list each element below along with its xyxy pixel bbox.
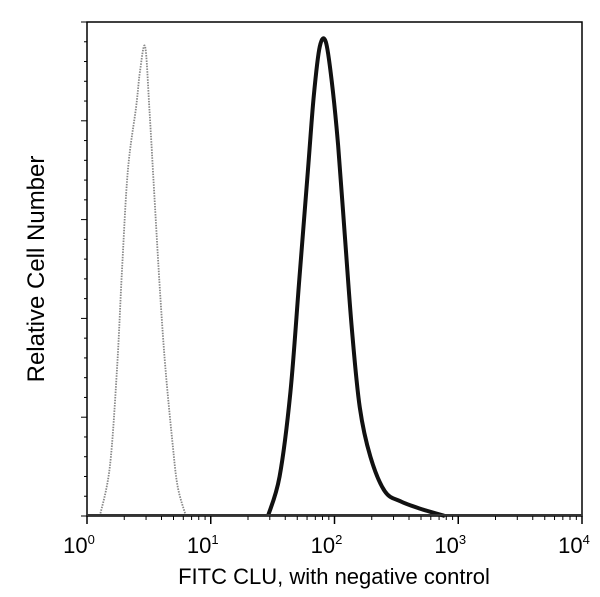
histogram-series-2 — [266, 36, 446, 518]
y-ticks — [81, 21, 87, 517]
x-axis-title: FITC CLU, with negative control — [178, 564, 490, 589]
series-group — [87, 36, 582, 518]
x-tick-label: 102 — [311, 532, 343, 558]
histogram-series-1 — [98, 44, 187, 517]
x-tick-label: 100 — [63, 532, 95, 558]
x-ticks: 100 101 102 103 104 — [63, 516, 590, 558]
x-tick-label: 103 — [434, 532, 466, 558]
y-axis-title: Relative Cell Number — [23, 156, 50, 383]
x-tick-label: 104 — [558, 532, 590, 558]
x-tick-label: 101 — [187, 532, 219, 558]
